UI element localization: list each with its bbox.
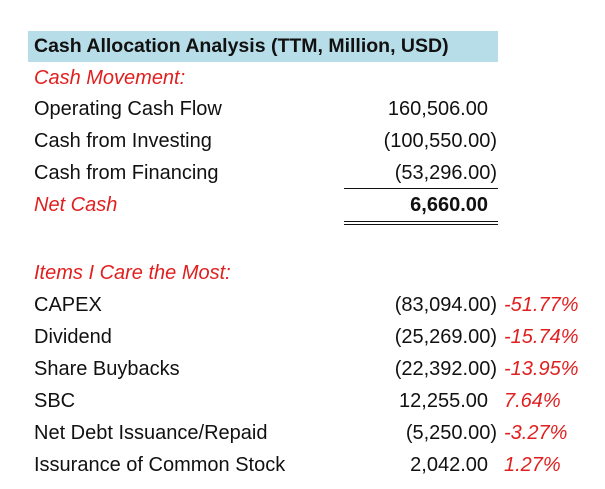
pct-dividend[interactable]: -15.74% [504,326,579,348]
label-net-cash[interactable]: Net Cash [34,194,118,216]
value-cash-from-investing[interactable]: (100,550.00) [383,130,497,152]
label-issuance-common-stock[interactable]: Issurance of Common Stock [34,454,286,476]
pct-sbc[interactable]: 7.64% [504,390,561,412]
pct-net-debt-issuance[interactable]: -3.27% [504,422,568,444]
label-cash-from-financing[interactable]: Cash from Financing [34,162,219,184]
value-capex[interactable]: (83,094.00) [394,294,497,316]
value-net-debt-issuance[interactable]: (5,250.00) [405,422,497,444]
value-operating-cash-flow[interactable]: 160,506.00 [387,98,488,120]
section-heading-items[interactable]: Items I Care the Most: [34,262,231,284]
value-sbc[interactable]: 12,255.00 [399,390,488,412]
value-net-cash[interactable]: 6,660.00 [410,194,488,216]
label-cash-from-investing[interactable]: Cash from Investing [34,130,212,152]
value-issuance-common-stock[interactable]: 2,042.00 [410,454,488,476]
pct-capex[interactable]: -51.77% [504,294,579,316]
pct-issuance-common-stock[interactable]: 1.27% [504,454,561,476]
section-heading-cash-movement[interactable]: Cash Movement: [34,67,186,89]
value-dividend[interactable]: (25,269.00) [394,326,497,348]
label-share-buybacks[interactable]: Share Buybacks [34,358,180,380]
double-underline-bottom [344,224,498,225]
label-dividend[interactable]: Dividend [34,326,112,348]
label-net-debt-issuance[interactable]: Net Debt Issuance/Repaid [34,422,268,444]
double-underline-top [344,221,498,222]
label-operating-cash-flow[interactable]: Operating Cash Flow [34,98,222,120]
value-cash-from-financing[interactable]: (53,296.00) [394,162,497,184]
pct-share-buybacks[interactable]: -13.95% [504,358,579,380]
label-capex[interactable]: CAPEX [34,294,102,316]
table-title[interactable]: Cash Allocation Analysis (TTM, Million, … [28,31,498,62]
value-share-buybacks[interactable]: (22,392.00) [394,358,497,380]
label-sbc[interactable]: SBC [34,390,76,412]
sum-underline [344,188,498,189]
